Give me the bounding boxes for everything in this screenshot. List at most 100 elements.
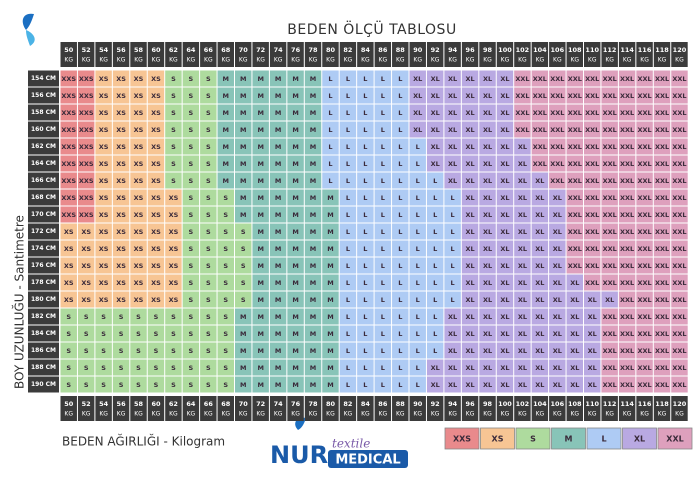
size-label: XL — [465, 279, 474, 287]
size-cell — [60, 240, 77, 257]
col-unit: KG — [274, 411, 283, 418]
size-label: XS — [99, 228, 109, 236]
size-cell — [566, 376, 583, 393]
size-cell — [496, 240, 514, 257]
size-cell — [426, 376, 444, 393]
size-label: XL — [535, 296, 544, 304]
size-label: L — [416, 160, 420, 168]
size-label: XXL — [672, 245, 686, 253]
size-label: M — [275, 75, 281, 83]
col-weight: 112 — [603, 46, 617, 54]
logo-brand: NUR — [270, 441, 328, 469]
size-cell — [269, 223, 287, 240]
size-label: S — [189, 347, 194, 355]
size-label: XXL — [620, 262, 634, 270]
col-unit: KG — [518, 57, 527, 64]
size-label: XL — [465, 262, 474, 270]
col-unit: KG — [204, 411, 213, 418]
size-cell — [392, 240, 409, 257]
size-cell — [426, 274, 444, 291]
size-cell — [479, 206, 496, 223]
size-cell — [130, 138, 147, 155]
size-cell — [217, 206, 234, 223]
size-label: M — [257, 160, 263, 168]
size-cell — [392, 342, 409, 359]
size-label: XXL — [515, 92, 529, 100]
size-cell — [601, 240, 618, 257]
size-label: S — [189, 177, 194, 185]
size-cell — [584, 359, 601, 376]
col-unit: KG — [361, 411, 370, 418]
col-header-bottom — [496, 396, 514, 421]
col-unit: KG — [221, 57, 230, 64]
size-cell — [147, 206, 165, 223]
size-cell — [235, 376, 252, 393]
size-cell — [287, 240, 304, 257]
size-cell — [357, 223, 374, 240]
size-label: L — [363, 296, 367, 304]
size-label: XL — [448, 330, 457, 338]
col-header-top — [496, 42, 514, 67]
size-cell — [653, 206, 671, 223]
size-cell — [392, 155, 409, 172]
size-label: M — [292, 296, 298, 304]
size-cell — [618, 138, 636, 155]
size-cell — [322, 206, 339, 223]
size-label: M — [257, 228, 263, 236]
size-label: XS — [99, 92, 109, 100]
size-cell — [444, 206, 461, 223]
size-cell — [357, 359, 374, 376]
size-cell — [147, 189, 165, 206]
size-label: XXL — [568, 160, 582, 168]
size-label: XS — [116, 109, 126, 117]
size-label: L — [381, 92, 385, 100]
size-cell — [671, 359, 688, 376]
size-cell — [182, 257, 200, 274]
col-unit: KG — [501, 57, 510, 64]
size-label: XL — [448, 160, 457, 168]
size-cell — [304, 342, 322, 359]
size-label: XL — [500, 347, 509, 355]
size-label: L — [346, 75, 350, 83]
size-label: L — [398, 92, 402, 100]
size-cell — [165, 325, 182, 342]
col-header-bottom — [409, 396, 426, 421]
size-label: M — [275, 296, 281, 304]
size-cell — [217, 155, 234, 172]
legend-swatch — [551, 427, 586, 450]
size-label: XS — [134, 75, 144, 83]
size-cell — [392, 138, 409, 155]
size-cell — [531, 223, 549, 240]
size-cell — [409, 206, 426, 223]
size-cell — [671, 308, 688, 325]
size-cell — [182, 291, 200, 308]
col-header-bottom — [374, 396, 392, 421]
col-header-top — [479, 42, 496, 67]
size-cell — [304, 240, 322, 257]
col-header-top — [549, 42, 566, 67]
size-cell — [252, 172, 269, 189]
size-label: XS — [134, 194, 144, 202]
size-label: S — [119, 364, 124, 372]
size-label: L — [363, 194, 367, 202]
size-cell — [549, 359, 566, 376]
size-label: XXL — [568, 245, 582, 253]
size-cell — [269, 342, 287, 359]
size-cell — [357, 70, 374, 87]
corner-butterfly — [22, 13, 35, 46]
size-cell — [636, 155, 653, 172]
size-cell — [147, 257, 165, 274]
size-cell — [112, 87, 130, 104]
size-label: XS — [116, 143, 126, 151]
size-label: L — [381, 126, 385, 134]
size-cell — [479, 70, 496, 87]
size-label: L — [416, 211, 420, 219]
size-cell — [461, 121, 479, 138]
size-label: XS — [64, 228, 74, 236]
size-cell — [235, 70, 252, 87]
size-label: M — [327, 347, 333, 355]
size-label: XL — [500, 364, 509, 372]
size-label: S — [136, 313, 141, 321]
size-cell — [95, 189, 112, 206]
size-cell — [549, 104, 566, 121]
